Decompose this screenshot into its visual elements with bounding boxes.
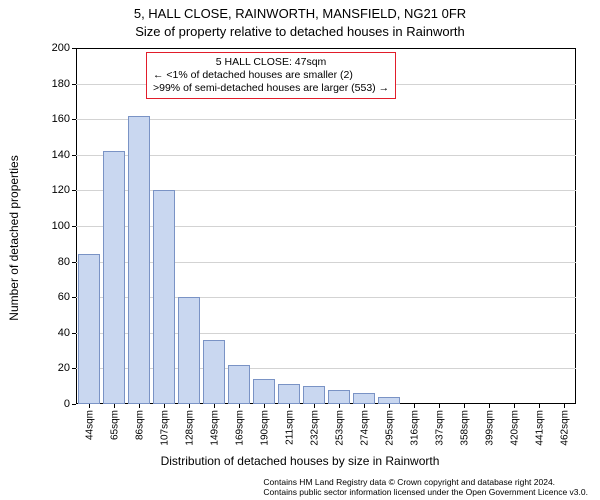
chart-plot-area: 02040608010012014016018020044sqm65sqm86s… — [76, 48, 576, 404]
figure-root: 5, HALL CLOSE, RAINWORTH, MANSFIELD, NG2… — [0, 0, 600, 500]
x-tick-label: 86sqm — [132, 410, 145, 440]
title-address: 5, HALL CLOSE, RAINWORTH, MANSFIELD, NG2… — [0, 6, 600, 21]
bar — [178, 297, 200, 404]
bar — [128, 116, 150, 404]
annotation-line: >99% of semi-detached houses are larger … — [153, 82, 389, 95]
bar — [353, 393, 375, 404]
y-tick-label: 120 — [52, 184, 76, 196]
x-tick-label: 462sqm — [557, 410, 570, 446]
x-tick-label: 274sqm — [357, 410, 370, 446]
y-tick-label: 200 — [52, 42, 76, 54]
footer-line1: Contains HM Land Registry data © Crown c… — [263, 477, 555, 487]
gridline — [76, 226, 576, 227]
x-tick-label: 316sqm — [407, 410, 420, 446]
y-tick-label: 40 — [58, 327, 76, 339]
annotation-box: 5 HALL CLOSE: 47sqm← <1% of detached hou… — [146, 52, 396, 99]
gridline — [76, 262, 576, 263]
x-tick-label: 337sqm — [432, 410, 445, 446]
y-tick-label: 180 — [52, 78, 76, 90]
bar — [228, 365, 250, 404]
y-tick-label: 0 — [64, 398, 76, 410]
title-subtitle: Size of property relative to detached ho… — [0, 24, 600, 39]
x-tick-label: 358sqm — [457, 410, 470, 446]
x-tick-label: 169sqm — [232, 410, 245, 446]
y-tick-label: 20 — [58, 362, 76, 374]
bar — [328, 390, 350, 404]
y-tick-label: 100 — [52, 220, 76, 232]
x-tick-label: 44sqm — [82, 410, 95, 440]
bar — [378, 397, 400, 404]
bar — [78, 254, 100, 404]
x-tick-label: 420sqm — [507, 410, 520, 446]
gridline — [76, 368, 576, 369]
x-tick-label: 253sqm — [332, 410, 345, 446]
bar — [303, 386, 325, 404]
y-tick-label: 80 — [58, 256, 76, 268]
y-axis-label: Number of detached properties — [7, 155, 21, 320]
x-tick-label: 128sqm — [182, 410, 195, 446]
gridline — [76, 297, 576, 298]
bar — [203, 340, 225, 404]
bar — [103, 151, 125, 404]
x-tick-label: 232sqm — [307, 410, 320, 446]
x-tick-label: 149sqm — [207, 410, 220, 446]
x-tick-label: 190sqm — [257, 410, 270, 446]
y-tick-label: 140 — [52, 149, 76, 161]
x-tick-label: 441sqm — [532, 410, 545, 446]
gridline — [76, 119, 576, 120]
x-tick-label: 295sqm — [382, 410, 395, 446]
footer-attribution: Contains HM Land Registry data © Crown c… — [263, 478, 594, 498]
footer-line2: Contains public sector information licen… — [263, 487, 588, 497]
annotation-line: ← <1% of detached houses are smaller (2) — [153, 69, 389, 82]
gridline — [76, 333, 576, 334]
bar — [253, 379, 275, 404]
y-tick-label: 160 — [52, 113, 76, 125]
x-tick-label: 211sqm — [282, 410, 295, 445]
gridline — [76, 155, 576, 156]
annotation-line: 5 HALL CLOSE: 47sqm — [153, 56, 389, 69]
x-tick-label: 107sqm — [157, 410, 170, 446]
y-tick-label: 60 — [58, 291, 76, 303]
bar — [153, 190, 175, 404]
x-tick-label: 399sqm — [482, 410, 495, 446]
x-tick-label: 65sqm — [107, 410, 120, 440]
bar — [278, 384, 300, 404]
x-axis-label: Distribution of detached houses by size … — [0, 454, 600, 468]
gridline — [76, 190, 576, 191]
